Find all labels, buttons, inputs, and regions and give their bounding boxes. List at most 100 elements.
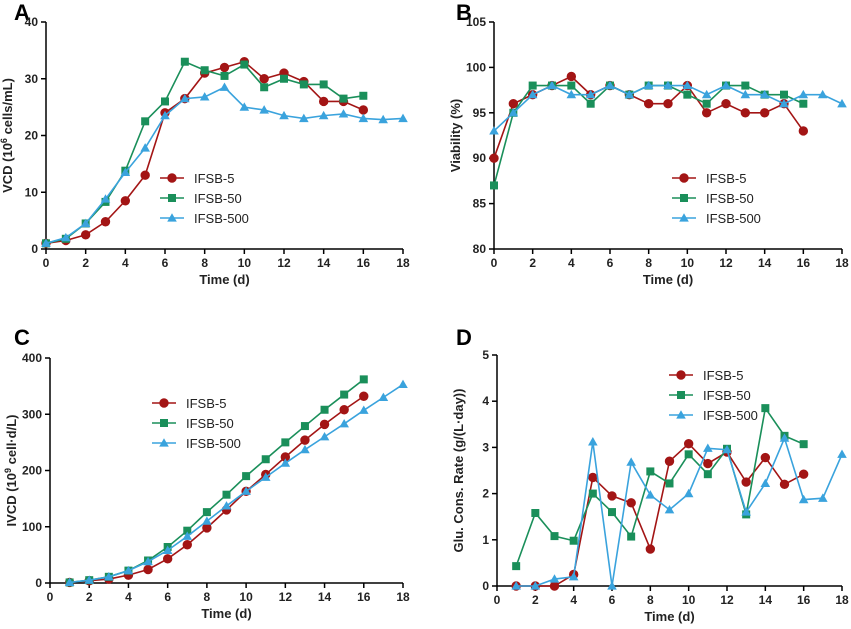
data-point bbox=[161, 97, 169, 106]
data-point bbox=[646, 467, 655, 476]
data-point bbox=[299, 113, 309, 123]
data-point bbox=[239, 102, 250, 111]
data-point bbox=[318, 96, 329, 107]
panel-C: C 0 2 4 6 8 10 12 14 16 18 0 100 200 300 400 Time (d) IVC… bbox=[3, 325, 410, 621]
data-point bbox=[683, 488, 694, 498]
legend-marker bbox=[680, 194, 688, 202]
data-point bbox=[100, 217, 111, 227]
data-point bbox=[663, 80, 673, 90]
data-point bbox=[566, 89, 577, 99]
y-tick-label: 30 bbox=[25, 72, 39, 86]
data-point bbox=[120, 196, 131, 206]
legend-label: IFSB-5 bbox=[703, 368, 743, 383]
data-point bbox=[683, 90, 692, 99]
data-point bbox=[760, 452, 771, 463]
x-tick-label: 2 bbox=[532, 593, 539, 607]
data-point bbox=[358, 405, 369, 414]
data-point bbox=[300, 444, 310, 454]
data-point bbox=[199, 92, 210, 101]
data-point bbox=[261, 455, 270, 464]
data-point bbox=[280, 74, 288, 83]
data-point bbox=[588, 489, 597, 498]
legend-label: IFSB-5 bbox=[194, 171, 234, 186]
data-point bbox=[320, 405, 329, 414]
data-point bbox=[645, 490, 656, 499]
x-tick-label: 0 bbox=[43, 256, 50, 270]
x-tick-label: 18 bbox=[835, 593, 849, 607]
data-point bbox=[160, 110, 170, 120]
legend-marker bbox=[677, 391, 685, 399]
data-point bbox=[798, 469, 809, 479]
data-point bbox=[359, 391, 369, 401]
data-point bbox=[799, 99, 808, 108]
data-point bbox=[645, 544, 656, 554]
series-IFSB-500 bbox=[489, 80, 847, 135]
x-tick-label: 6 bbox=[609, 593, 616, 607]
x-tick-label: 0 bbox=[491, 256, 498, 270]
data-point bbox=[586, 99, 595, 108]
data-point bbox=[339, 405, 349, 415]
data-point bbox=[319, 431, 330, 441]
legend: IFSB-5 IFSB-50 IFSB-500 bbox=[672, 171, 761, 226]
data-point bbox=[817, 89, 828, 99]
data-point bbox=[140, 143, 150, 152]
data-point bbox=[837, 449, 847, 458]
data-point bbox=[200, 66, 209, 75]
data-point bbox=[741, 81, 750, 90]
data-point bbox=[567, 81, 576, 90]
series-IFSB-500 bbox=[511, 433, 847, 590]
series-IFSB-500 bbox=[64, 379, 408, 587]
y-tick-label: 85 bbox=[473, 197, 487, 211]
x-tick-label: 6 bbox=[164, 590, 171, 604]
data-point bbox=[683, 439, 694, 449]
panel-label: A bbox=[14, 0, 30, 25]
y-tick-label: 90 bbox=[473, 151, 487, 165]
data-point bbox=[665, 479, 674, 488]
data-point bbox=[100, 194, 111, 203]
data-point bbox=[259, 105, 269, 114]
data-point bbox=[80, 218, 91, 228]
data-point bbox=[798, 89, 809, 99]
data-point bbox=[547, 80, 557, 90]
panel-B: B 0 2 4 6 8 10 12 14 16 18 80 85 90 95 100 105 Time (d) Vi… bbox=[448, 0, 849, 287]
data-point bbox=[182, 531, 193, 540]
data-point bbox=[607, 581, 617, 590]
data-point bbox=[721, 99, 731, 109]
data-point bbox=[588, 437, 598, 446]
data-point bbox=[779, 433, 790, 442]
data-point bbox=[279, 110, 289, 120]
data-point bbox=[359, 91, 368, 100]
data-point bbox=[143, 556, 153, 566]
data-point bbox=[585, 89, 596, 99]
data-point bbox=[358, 113, 369, 123]
y-axis-label: Viability (%) bbox=[448, 99, 463, 172]
data-point bbox=[798, 494, 809, 504]
data-point bbox=[339, 419, 349, 428]
y-tick-label: 95 bbox=[473, 106, 487, 120]
data-point bbox=[549, 574, 560, 583]
data-point bbox=[779, 479, 790, 490]
x-tick-label: 12 bbox=[279, 590, 293, 604]
data-point bbox=[741, 507, 751, 516]
data-point bbox=[141, 117, 150, 126]
data-point bbox=[837, 98, 847, 108]
data-point bbox=[608, 508, 616, 517]
data-point bbox=[682, 80, 693, 90]
data-point bbox=[162, 545, 173, 554]
data-point bbox=[180, 93, 190, 103]
legend-label: IFSB-500 bbox=[703, 408, 758, 423]
data-point bbox=[703, 443, 713, 452]
data-point bbox=[798, 126, 809, 136]
legend-label: IFSB-50 bbox=[194, 191, 242, 206]
data-point bbox=[508, 108, 519, 117]
x-tick-label: 6 bbox=[607, 256, 614, 270]
x-tick-label: 10 bbox=[682, 593, 696, 607]
data-point bbox=[722, 444, 732, 454]
series-line bbox=[69, 395, 365, 584]
series-IFSB-5 bbox=[511, 439, 809, 591]
legend-label: IFSB-50 bbox=[703, 388, 751, 403]
x-tick-label: 8 bbox=[647, 593, 654, 607]
y-tick-label: 0 bbox=[31, 242, 38, 256]
data-point bbox=[143, 564, 153, 575]
